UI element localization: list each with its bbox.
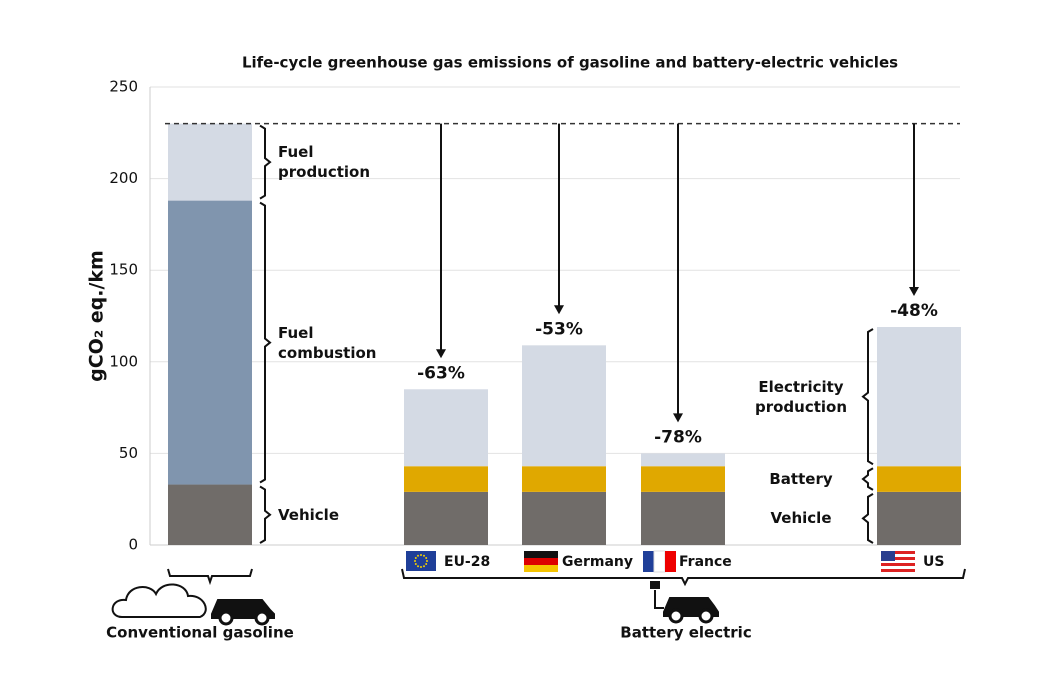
- bar-segment: [522, 345, 606, 467]
- segment-label: Electricity production: [754, 377, 848, 416]
- y-tick-label: 50: [119, 444, 138, 462]
- flag-star: [423, 565, 425, 568]
- reduction-label: -63%: [417, 363, 465, 383]
- flag-star: [423, 554, 425, 557]
- flag-stripe: [881, 560, 915, 563]
- y-axis-label: gCO₂ eq./km: [86, 250, 108, 382]
- group-brace: [401, 568, 966, 587]
- bar-segment: [877, 491, 961, 545]
- flag-star: [414, 557, 417, 559]
- flag-star: [417, 554, 419, 557]
- segment-brace: [861, 493, 874, 544]
- category-label-group: France: [643, 550, 732, 573]
- y-tick-label: 200: [109, 169, 138, 187]
- y-tick-label: 250: [109, 78, 138, 96]
- bar-segment: [641, 491, 725, 545]
- flag-star: [420, 554, 422, 556]
- arrow-head: [554, 305, 564, 315]
- x-tick-label: Germany: [562, 554, 633, 570]
- gasoline-icon: [111, 583, 275, 626]
- bar-segment: [641, 466, 725, 492]
- group-label: Conventional gasoline: [106, 624, 294, 642]
- x-tick-label: France: [679, 554, 732, 570]
- flag-stripe: [524, 565, 558, 572]
- flag-star: [420, 566, 422, 568]
- flag-star: [414, 560, 416, 562]
- segment-label: Vehicle: [770, 509, 832, 528]
- bar-segment: [877, 326, 961, 467]
- flag-stripe: [881, 563, 915, 566]
- bar-segment: [404, 389, 488, 467]
- group-label: Battery electric: [620, 624, 751, 642]
- category-label-group: US: [881, 551, 944, 572]
- flag-stripe: [643, 551, 654, 572]
- flag-stripe: [881, 557, 915, 560]
- flag-star: [425, 557, 428, 559]
- bar-segment: [877, 466, 961, 492]
- flag-stripe: [881, 551, 915, 554]
- reduction-label: -78%: [654, 427, 702, 447]
- bar-segment: [168, 200, 252, 485]
- flag-star: [426, 560, 428, 562]
- x-tick-label: US: [923, 554, 944, 570]
- bar-segment: [168, 484, 252, 545]
- segment-brace: [861, 328, 874, 466]
- segment-label: Fuel combustion: [278, 323, 377, 362]
- flag-stripe: [653, 550, 666, 573]
- segment-brace: [259, 201, 272, 484]
- segment-label: Vehicle: [278, 505, 339, 524]
- flag-canton: [881, 551, 895, 561]
- segment-brace: [259, 124, 272, 200]
- bar-segment: [522, 466, 606, 492]
- flag: [406, 551, 436, 571]
- flag-star: [425, 563, 428, 565]
- bar-segment: [404, 491, 488, 545]
- arrow-head: [673, 413, 683, 423]
- arrow-head: [436, 349, 446, 359]
- flag-stripe: [881, 554, 915, 557]
- category-label-group: EU-28: [406, 551, 490, 571]
- segment-brace: [861, 467, 874, 491]
- segment-brace: [259, 485, 272, 544]
- y-tick-label: 100: [109, 352, 138, 370]
- flag-star: [414, 563, 417, 565]
- arrow-head: [909, 286, 919, 296]
- bar-segment: [522, 491, 606, 545]
- bar-segment: [168, 123, 252, 201]
- group-brace: [167, 568, 253, 586]
- category-label-group: Germany: [524, 551, 633, 572]
- segment-label: Fuel production: [278, 143, 371, 182]
- flag-stripe: [881, 569, 915, 572]
- bar-segment: [404, 466, 488, 492]
- reduction-label: -53%: [535, 319, 583, 339]
- x-tick-label: EU-28: [444, 554, 490, 570]
- chart-title: Life-cycle greenhouse gas emissions of g…: [242, 54, 898, 72]
- electric-icon: [650, 581, 719, 624]
- segment-label: Battery: [769, 470, 833, 489]
- flag-stripe: [881, 566, 915, 569]
- flag-star: [417, 565, 419, 568]
- bar-segment: [641, 453, 725, 467]
- flag-stripe: [665, 551, 676, 572]
- reduction-label: -48%: [890, 301, 938, 321]
- flag-stripe: [524, 558, 558, 565]
- y-tick-label: 150: [109, 261, 138, 279]
- y-tick-label: 0: [128, 536, 138, 554]
- flag-stripe: [524, 551, 558, 558]
